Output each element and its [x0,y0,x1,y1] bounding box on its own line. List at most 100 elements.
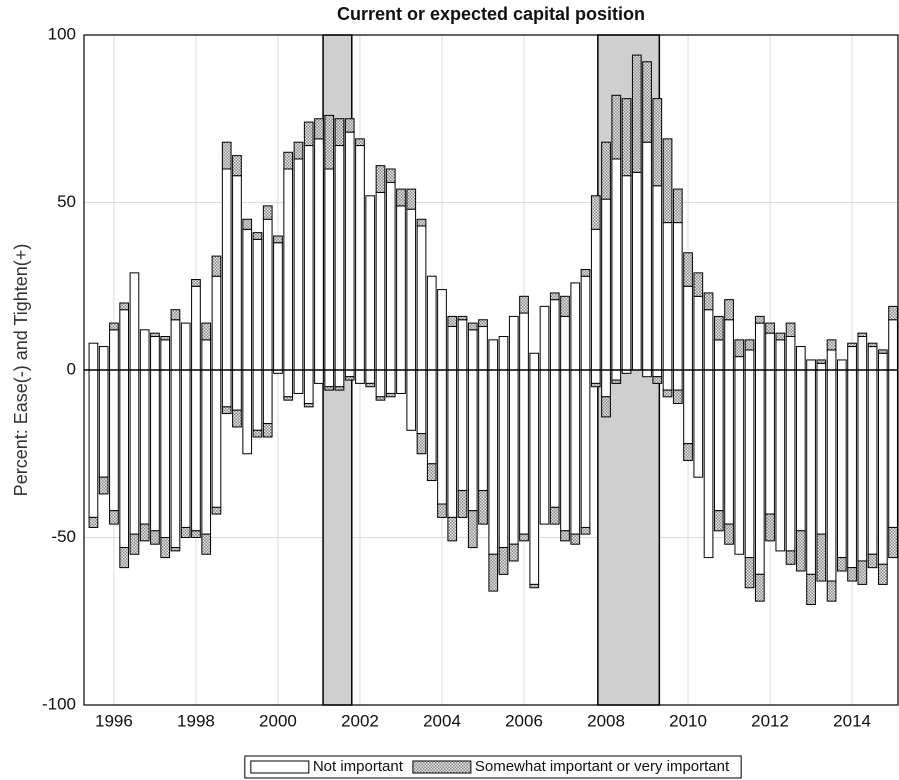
bar-segment [437,289,447,371]
bar-segment [150,336,160,371]
bar-segment [488,369,499,555]
bar-segment [478,369,488,492]
bar-segment [478,325,488,371]
bar-segment [170,319,181,371]
bar-segment [703,369,714,559]
legend-swatch [412,760,472,774]
bar-segment [467,329,478,371]
bar-segment [867,369,878,555]
bar-segment [201,533,212,555]
bar-segment [252,238,263,371]
bar-segment [795,346,806,371]
bar-segment [570,533,581,545]
bar-segment [129,272,140,371]
bar-segment [344,118,355,133]
bar-segment [570,282,581,371]
bar-segment [150,332,160,337]
bar-segment [334,118,345,147]
bar-segment [355,369,365,384]
bar-segment [549,299,560,371]
bar-segment [201,339,212,371]
bar-segment [385,181,396,371]
bar-segment [303,121,314,147]
bar-segment [724,319,734,371]
bar-segment [672,389,683,405]
bar-segment [877,369,888,565]
bar-segment [314,118,324,140]
bar-segment [765,513,775,542]
bar-segment [221,141,232,170]
bar-segment [806,573,816,605]
bar-segment [344,131,355,371]
bar-segment [672,188,683,224]
bar-segment [170,309,181,321]
bar-segment [703,309,714,371]
bar-segment [109,329,119,371]
bar-segment [129,369,140,535]
x-tick-label: 2014 [833,711,871,730]
bar-segment [426,369,437,465]
bar-segment [478,490,488,525]
bar-segment [508,315,519,371]
bar-segment [324,114,335,170]
bar-segment [775,339,786,371]
y-tick-label: 0 [67,359,76,378]
bar-segment [283,396,294,401]
bar-segment [467,510,478,549]
bar-segment [437,503,447,518]
x-tick-label: 2012 [751,711,789,730]
bar-segment [303,369,314,404]
bar-segment [662,389,673,398]
bar-segment [375,369,386,398]
bar-segment [150,530,160,545]
bar-segment [396,205,406,371]
bar-segment [580,275,591,371]
bar-segment [365,195,376,371]
x-tick-label: 2004 [423,711,461,730]
bar-segment [775,369,786,552]
bar-segment [283,369,294,398]
bar-segment [888,526,898,559]
bar-segment [139,523,150,542]
bar-segment [98,476,109,495]
bar-segment [508,543,519,562]
bar-segment [211,369,222,508]
bar-segment [744,369,755,559]
bar-segment [580,526,591,535]
bar-segment [611,379,622,384]
y-tick-label: -50 [51,527,76,546]
bar-segment [109,369,119,512]
bar-segment [713,510,724,532]
bar-segment [652,376,663,384]
bar-segment [129,533,140,555]
bar-segment [631,171,642,371]
bar-segment [816,533,827,582]
x-tick-label: 2002 [341,711,379,730]
bar-segment [724,369,734,525]
bar-segment [590,195,601,230]
bar-segment [744,339,755,351]
bar-segment [88,369,99,518]
bar-segment [683,252,693,287]
bar-segment [590,228,601,371]
bar-segment [488,339,499,371]
bar-segment [549,369,560,508]
bar-segment [283,151,294,170]
bar-segment [549,506,560,525]
bar-segment [119,309,130,371]
bar-segment [857,336,868,371]
bar-segment [888,319,898,371]
bar-segment [221,406,232,415]
bar-segment [293,158,304,371]
bar-segment [303,403,314,408]
bar-segment [119,302,130,311]
bar-segment [816,369,827,535]
bar-segment [672,222,683,371]
bar-segment [375,191,386,371]
bar-segment [324,369,335,388]
bar-segment [785,369,796,552]
bar-segment [744,557,755,589]
bar-segment [560,315,570,371]
bar-segment [683,369,693,445]
bar-segment [539,369,550,525]
